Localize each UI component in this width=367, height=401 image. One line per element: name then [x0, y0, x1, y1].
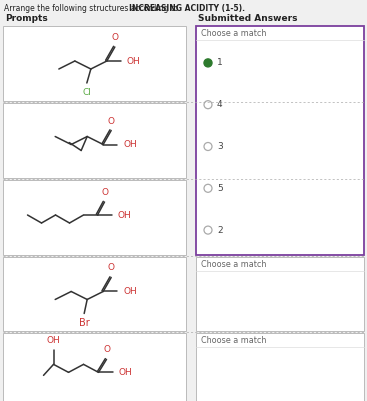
Text: OH: OH: [123, 140, 137, 149]
Text: OH: OH: [47, 336, 61, 345]
FancyBboxPatch shape: [3, 257, 186, 331]
Text: 4: 4: [217, 100, 223, 109]
Text: 5: 5: [217, 184, 223, 193]
Text: Submitted Answers: Submitted Answers: [198, 14, 298, 23]
FancyBboxPatch shape: [3, 333, 186, 401]
Text: Choose a match: Choose a match: [201, 336, 266, 345]
Text: 3: 3: [217, 142, 223, 151]
FancyBboxPatch shape: [3, 26, 186, 101]
Text: O: O: [101, 188, 108, 197]
Text: Br: Br: [79, 318, 90, 328]
Text: Cl: Cl: [83, 88, 91, 97]
Text: 1: 1: [217, 59, 223, 67]
FancyBboxPatch shape: [3, 180, 186, 255]
Text: Arrange the following structures according to: Arrange the following structures accordi…: [4, 4, 181, 13]
Circle shape: [204, 59, 212, 67]
Text: O: O: [108, 117, 115, 126]
Text: 2: 2: [217, 226, 223, 235]
FancyBboxPatch shape: [196, 26, 364, 255]
Text: INCREASING ACIDITY (1-5).: INCREASING ACIDITY (1-5).: [129, 4, 245, 13]
Text: OH: OH: [117, 211, 131, 219]
Text: OH: OH: [123, 287, 137, 296]
Text: Choose a match: Choose a match: [201, 260, 266, 269]
FancyBboxPatch shape: [196, 333, 364, 401]
Text: O: O: [111, 33, 118, 42]
Text: Choose a match: Choose a match: [201, 29, 266, 38]
FancyBboxPatch shape: [3, 103, 186, 178]
Text: O: O: [103, 345, 110, 354]
FancyBboxPatch shape: [196, 257, 364, 331]
Text: Prompts: Prompts: [5, 14, 48, 23]
Text: OH: OH: [119, 368, 132, 377]
Text: OH: OH: [127, 57, 141, 65]
Text: O: O: [108, 263, 115, 273]
